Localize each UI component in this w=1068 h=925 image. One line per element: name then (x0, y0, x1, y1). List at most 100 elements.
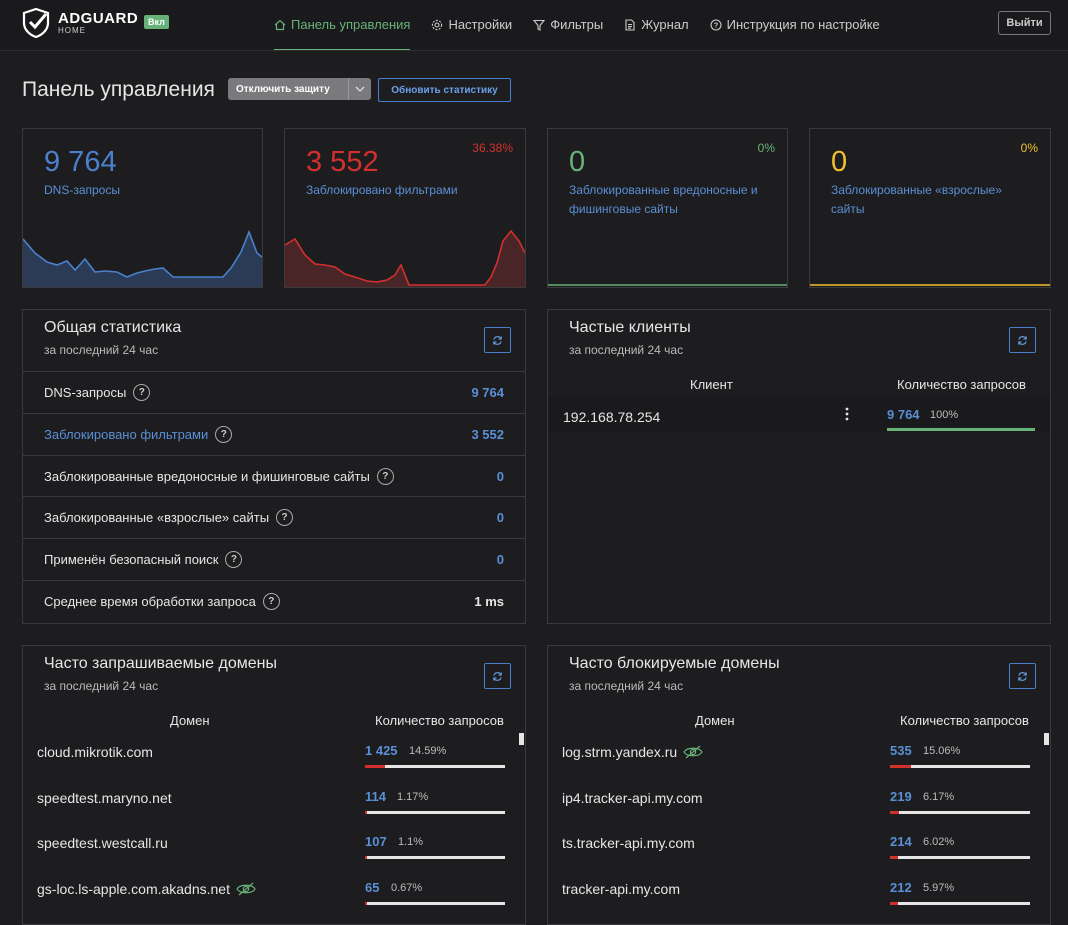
stat-card-dns-queries: 9 764 DNS-запросы (22, 128, 263, 288)
domain-count[interactable]: 212 (890, 880, 912, 895)
client-ip[interactable]: 192.168.78.254 (563, 409, 661, 425)
sparkline-chart (285, 229, 525, 287)
domain-name[interactable]: ts.tracker-api.my.com (562, 835, 695, 851)
domain-name[interactable]: cloud.mikrotik.com (37, 744, 153, 760)
stat-value: 0 (569, 146, 586, 178)
domain-share-fill (890, 902, 899, 905)
stat-card-adult-sites: 0 Заблокированные «взрослые» сайты 0% (809, 128, 1051, 288)
stat-row-adult-sites: Заблокированные «взрослые» сайты? 0 (23, 496, 525, 538)
card-subtitle: за последний 24 час (569, 343, 684, 357)
help-icon[interactable]: ? (133, 384, 151, 401)
help-icon[interactable]: ? (376, 468, 394, 485)
more-vertical-icon[interactable] (845, 406, 849, 425)
row-label: DNS-запросы (44, 385, 127, 400)
domain-name[interactable]: log.strm.yandex.ru (562, 744, 678, 760)
refresh-button[interactable] (484, 327, 511, 353)
row-label-link[interactable]: Заблокировано фильтрами (44, 427, 209, 442)
refresh-statistics-button[interactable]: Обновить статистику (378, 78, 511, 102)
domain-percent: 15.06% (923, 745, 961, 757)
domain-name[interactable]: speedtest.maryno.net (37, 790, 172, 806)
scrollbar-thumb[interactable] (519, 733, 524, 745)
nav-setup-guide-label: Инструкция по настройке (726, 17, 880, 32)
domain-share-fill (890, 765, 912, 768)
eye-off-icon[interactable] (236, 882, 256, 896)
nav-settings[interactable]: Настройки (431, 0, 512, 49)
stat-row-malware-phishing: Заблокированные вредоносные и фишинговые… (23, 455, 525, 497)
domain-share-bar (890, 765, 1030, 768)
stat-percent: 0% (757, 141, 775, 155)
card-subtitle: за последний 24 час (44, 343, 159, 357)
help-icon[interactable]: ? (215, 426, 233, 443)
top-clients-card: Частые клиенты за последний 24 час Клиен… (547, 309, 1051, 624)
row-value[interactable]: 0 (496, 552, 504, 567)
help-icon[interactable]: ? (225, 551, 243, 568)
domain-percent: 14.59% (409, 745, 447, 757)
column-header-count[interactable]: Количество запросов (900, 713, 1029, 728)
column-header-count[interactable]: Количество запросов (897, 377, 1026, 392)
domain-share-bar (365, 902, 505, 905)
logout-button[interactable]: Выйти (998, 11, 1051, 35)
gear-icon (431, 19, 443, 31)
stat-label: Заблокировано фильтрами (306, 183, 458, 197)
domain-share-bar (365, 856, 505, 859)
nav-filters[interactable]: Фильтры (533, 0, 603, 49)
row-value[interactable]: 3 552 (471, 427, 504, 442)
row-value[interactable]: 9 764 (471, 385, 504, 400)
stat-card-blocked-by-filters: 3 552 Заблокировано фильтрами 36.38% (284, 128, 526, 288)
domain-name[interactable]: tracker-api.my.com (562, 881, 680, 897)
refresh-button[interactable] (1009, 663, 1036, 689)
refresh-icon (1018, 671, 1027, 681)
stat-label: Заблокированные «взрослые» сайты (831, 183, 1002, 216)
column-header-count[interactable]: Количество запросов (375, 713, 504, 728)
domain-count[interactable]: 214 (890, 834, 912, 849)
domain-share-bar (890, 811, 1030, 814)
domain-name[interactable]: gs-loc.ls-apple.com.akadns.net (37, 881, 230, 897)
domain-name[interactable]: speedtest.westcall.ru (37, 835, 168, 851)
domain-count[interactable]: 65 (365, 880, 380, 895)
chevron-down-icon[interactable] (348, 78, 371, 100)
column-header-domain[interactable]: Домен (170, 713, 210, 728)
eye-off-icon[interactable] (683, 745, 703, 759)
protection-status-badge: Вкл (144, 15, 169, 29)
stat-row-avg-processing-time: Среднее время обработки запроса? 1 ms (23, 580, 525, 622)
refresh-icon (493, 335, 502, 345)
top-navbar: ADGUARD HOME Вкл Панель управления Настр… (0, 0, 1068, 51)
column-header-domain[interactable]: Домен (695, 713, 735, 728)
refresh-button[interactable] (1009, 327, 1036, 353)
brand-name: ADGUARD (58, 10, 139, 27)
refresh-button[interactable] (484, 663, 511, 689)
nav-settings-label: Настройки (448, 17, 513, 32)
scrollbar-thumb[interactable] (1044, 733, 1049, 745)
domain-count[interactable]: 219 (890, 789, 912, 804)
document-icon (624, 18, 636, 31)
stat-percent: 36.38% (472, 141, 513, 155)
row-value[interactable]: 0 (496, 469, 504, 484)
nav-log[interactable]: Журнал (624, 0, 689, 49)
nav-dashboard[interactable]: Панель управления (274, 0, 411, 50)
domain-share-fill (890, 856, 899, 859)
help-icon: ? (710, 18, 722, 31)
disable-protection-button[interactable]: Отключить защиту (228, 78, 371, 100)
domain-count[interactable]: 1 425 (365, 743, 398, 758)
domain-row: cloud.mikrotik.com 1 425 14.59% (23, 738, 525, 784)
domain-row: log.strm.yandex.ru 535 15.06% (548, 738, 1050, 784)
help-icon[interactable]: ? (276, 509, 294, 526)
domain-name[interactable]: ip4.tracker-api.my.com (562, 790, 703, 806)
client-share-fill (887, 428, 1035, 431)
help-icon[interactable]: ? (262, 593, 280, 610)
client-row: 192.168.78.254 9 764 100% (548, 396, 1050, 432)
nav-setup-guide[interactable]: ? Инструкция по настройке (710, 0, 880, 49)
client-count: 9 764 (887, 407, 920, 422)
adguard-logo[interactable]: ADGUARD HOME (22, 8, 138, 38)
card-title: Часто блокируемые домены (569, 655, 780, 672)
card-subtitle: за последний 24 час (44, 679, 159, 693)
domain-count[interactable]: 535 (890, 743, 912, 758)
domain-row: ip4.tracker-api.my.com 219 6.17% (548, 784, 1050, 830)
domain-count[interactable]: 107 (365, 834, 387, 849)
column-header-client[interactable]: Клиент (690, 377, 733, 392)
domain-count[interactable]: 114 (365, 789, 386, 804)
row-value[interactable]: 0 (496, 510, 504, 525)
card-title: Общая статистика (44, 319, 182, 336)
domain-percent: 1.17% (397, 791, 429, 803)
row-label: Среднее время обработки запроса (44, 594, 256, 609)
